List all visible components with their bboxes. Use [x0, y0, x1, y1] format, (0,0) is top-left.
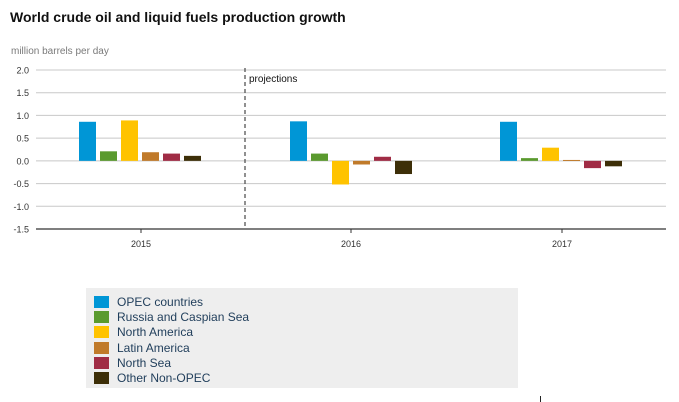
bar: [79, 121, 96, 161]
bar: [290, 121, 307, 161]
y-tick-label: 1.5: [16, 88, 29, 98]
legend-label: Latin America: [117, 340, 190, 355]
bar: [311, 153, 328, 161]
axis-tick-mark: [540, 396, 541, 402]
y-tick-label: 2.0: [16, 66, 29, 76]
legend-item: Other Non-OPEC: [94, 371, 210, 385]
y-tick-label: 0.0: [16, 156, 29, 166]
bar: [605, 160, 622, 167]
legend-label: Other Non-OPEC: [117, 371, 211, 385]
bar: [100, 151, 117, 161]
y-tick-labels: 2.0 1.5 1.0 0.5 0.0 -0.5 -1.0 -1.5: [13, 66, 29, 235]
legend-label: Russia and Caspian Sea: [117, 310, 250, 325]
legend-swatch: [94, 341, 109, 354]
legend-label: North America: [117, 325, 194, 340]
legend-swatch: [94, 356, 109, 369]
projections-annotation: projections: [249, 74, 297, 85]
y-tick-label: -0.5: [13, 179, 29, 189]
bar: [332, 160, 349, 185]
legend-swatch: [94, 326, 109, 339]
bar: [395, 160, 412, 175]
y-tick-label: -1.5: [13, 225, 29, 235]
y-tick-label: -1.0: [13, 202, 29, 212]
gridlines: [36, 69, 666, 230]
legend-label: North Sea: [117, 355, 172, 370]
bar: [184, 155, 201, 161]
legend-swatch: [94, 311, 109, 324]
bar: [353, 160, 370, 165]
bar: [374, 156, 391, 161]
legend: OPEC countries Russia and Caspian Sea Nort…: [86, 288, 518, 388]
bar: [521, 158, 538, 161]
x-tick-labels: 2015 2016 2017: [131, 229, 572, 249]
bar: [163, 153, 180, 161]
legend-item: OPEC countries: [94, 295, 203, 309]
legend-item: North Sea: [94, 356, 171, 370]
legend-swatch: [94, 296, 109, 308]
chart-title: World crude oil and liquid fuels product…: [10, 9, 346, 25]
legend-item: Russia and Caspian Sea: [94, 310, 249, 324]
legend-item: Latin America: [94, 341, 190, 355]
y-axis-unit-label: million barrels per day: [11, 46, 109, 57]
bar: [584, 160, 601, 169]
x-tick-label: 2017: [552, 239, 572, 249]
x-tick-label: 2015: [131, 239, 151, 249]
legend-item: North America: [94, 325, 193, 339]
x-tick-label: 2016: [341, 239, 361, 249]
legend-label: OPEC countries: [117, 295, 204, 309]
legend-swatch: [94, 372, 109, 384]
bars: [79, 120, 622, 185]
bar: [563, 159, 580, 161]
bar: [121, 120, 138, 161]
y-tick-label: 1.0: [16, 111, 29, 121]
y-tick-label: 0.5: [16, 134, 29, 144]
bar: [542, 147, 559, 161]
bar: [142, 152, 159, 161]
bar: [500, 121, 517, 161]
